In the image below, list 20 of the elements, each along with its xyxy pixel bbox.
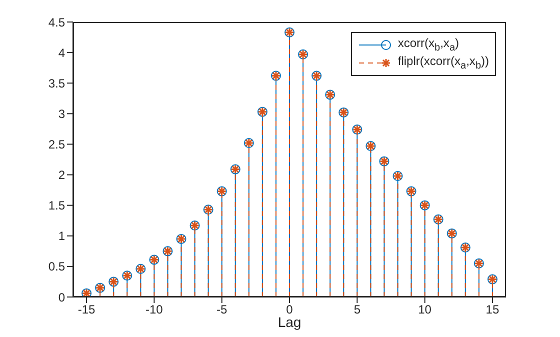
x-tick-label: -15	[78, 302, 96, 317]
x-tick-label: -10	[146, 302, 164, 317]
x-tick-label: 15	[486, 302, 500, 317]
y-tick-label: 3	[58, 106, 66, 121]
y-tick-label: 4	[58, 46, 66, 60]
y-tick-label: 2	[58, 168, 66, 182]
y-tick-label: 3.5	[48, 76, 66, 90]
x-tick-label: 10	[418, 302, 432, 317]
y-tick-label: 1.5	[48, 198, 66, 213]
x-tick-label: -5	[216, 302, 228, 317]
y-tick-label: 4.5	[48, 15, 66, 30]
y-tick-label: 0.5	[48, 260, 66, 274]
y-tick-label: 0	[58, 290, 66, 304]
x-axis-title: Lag	[278, 314, 302, 330]
y-tick-label: 1	[58, 229, 66, 244]
x-tick-label: 5	[354, 302, 361, 317]
x-tick-label: 0	[286, 302, 294, 317]
y-tick-label: 2.5	[48, 137, 66, 152]
legend-label: fliplr(xcorr(x$_{a}$,x$_{b}$))	[398, 54, 489, 72]
legend-label: xcorr(x$_{b}$,x$_{a}$)	[398, 36, 459, 54]
